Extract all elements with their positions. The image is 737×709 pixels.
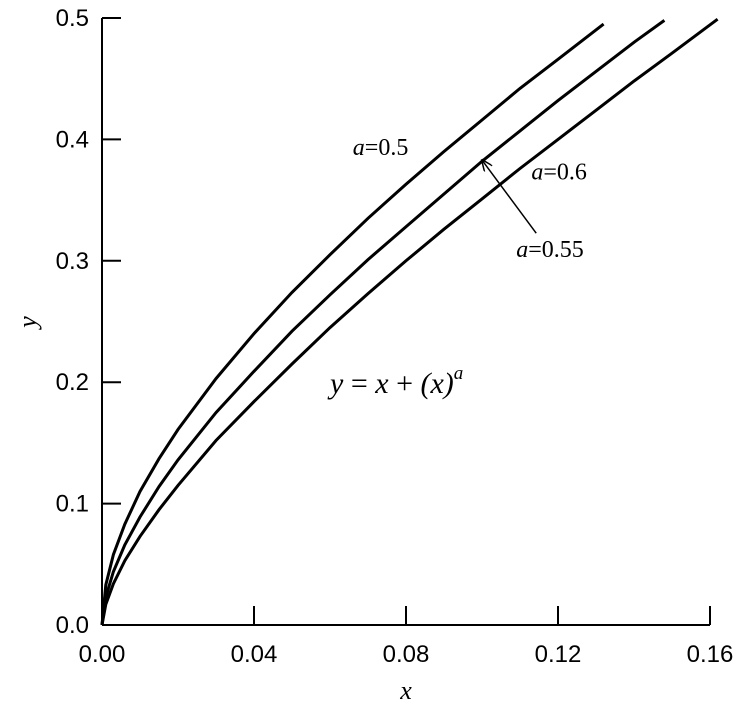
x-tick-label: 0.12 [535, 641, 582, 668]
series-line-a-06 [100, 17, 719, 626]
x-tick-label: 0.04 [231, 641, 278, 668]
y-tick-label: 0.4 [56, 126, 89, 153]
series-annotation: a=0.6 [531, 159, 587, 185]
series-annotation: a=0.5 [353, 135, 409, 161]
y-tick-label: 0.3 [56, 248, 89, 275]
formula-plus: + [389, 367, 421, 400]
x-axis-title: x [399, 676, 412, 705]
ticks: 0.00 0.04 0.08 0.12 0.16 0.0 0.1 0.2 0.3 0.4 0.5 [56, 5, 734, 668]
annotation-arrow [482, 160, 537, 234]
formula-lhs: y [327, 367, 344, 400]
y-tick-label: 0.2 [56, 369, 89, 396]
series-line-a-055 [100, 19, 666, 626]
y-tick-label: 0.1 [56, 491, 89, 518]
formula-paren: (x) [421, 367, 454, 400]
series-annotation: a=0.55 [516, 237, 584, 263]
y-axis-title: y [13, 316, 42, 331]
y-tick-label: 0.0 [56, 612, 89, 639]
formula-x: x [374, 367, 389, 400]
formula-sup: a [454, 363, 464, 384]
formula: y = x + (x)a [327, 363, 463, 400]
axes [101, 18, 710, 626]
formula-eq: = [343, 367, 375, 400]
annotations: a=0.5 a=0.6 a=0.55 [353, 135, 587, 263]
x-tick-label: 0.00 [79, 641, 126, 668]
x-tick-label: 0.16 [687, 641, 734, 668]
x-tick-label: 0.08 [383, 641, 430, 668]
curves [100, 17, 719, 626]
y-tick-label: 0.5 [56, 5, 89, 32]
series-line-a-05 [100, 22, 605, 626]
